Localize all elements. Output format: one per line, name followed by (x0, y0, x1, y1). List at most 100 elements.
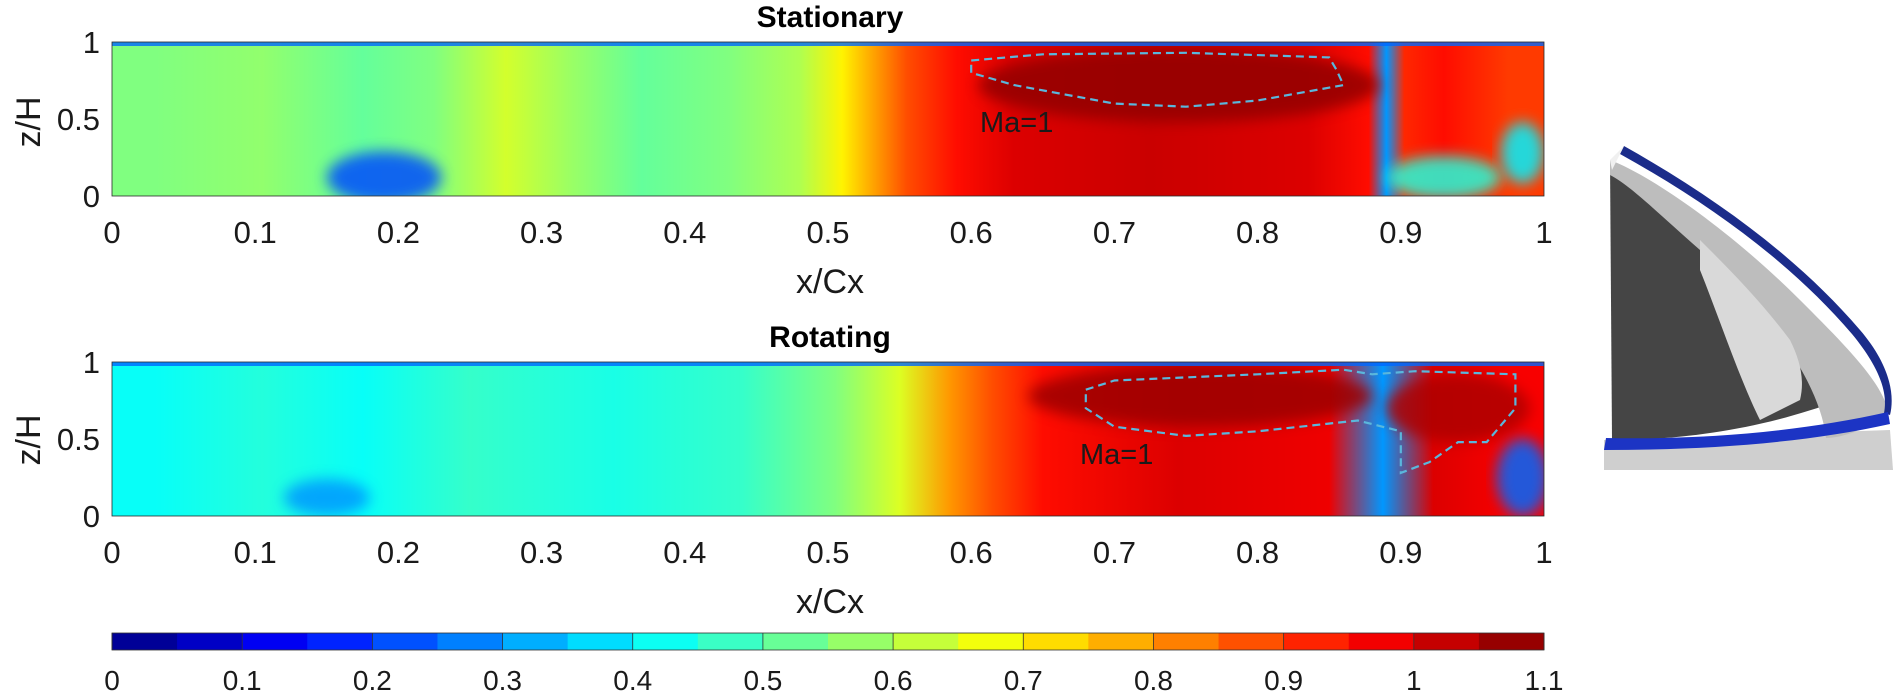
stationary-ylabel: z/H (10, 97, 48, 148)
colorbar-tick-label: 0 (104, 665, 120, 696)
y-tick-label: 1 (83, 345, 100, 380)
colorbar-segment (372, 633, 438, 650)
y-tick-label: 0.5 (57, 102, 100, 137)
colorbar-tick-label: 1 (1406, 665, 1422, 696)
x-tick-label: 0 (103, 535, 120, 570)
stationary-contour-plot (111, 41, 1545, 197)
rotating-xticks: 0 0.1 0.2 0.3 0.4 0.5 0.6 0.7 0.8 0.9 1 (103, 535, 1552, 570)
colorbar-segment (502, 633, 569, 650)
colorbar-tick-label: 0.7 (1004, 665, 1043, 696)
rotating-mach-label: Ma=1 (1080, 439, 1153, 471)
colorbar-segment (828, 633, 894, 650)
colorbar-segment (632, 633, 699, 650)
colorbar-tick-label: 0.3 (483, 665, 522, 696)
stationary-yticks: 00.51 (57, 25, 100, 214)
colorbar-segment (893, 633, 959, 650)
y-tick-label: 0 (83, 179, 100, 214)
mach-1-contour (970, 51, 1346, 108)
contour-region (1386, 155, 1502, 196)
contour-region (1028, 365, 1373, 427)
colorbar-segment (112, 633, 178, 650)
colorbar-segment (1088, 633, 1154, 650)
y-tick-label: 0.5 (57, 422, 100, 457)
x-tick-label: 0.8 (1236, 535, 1279, 570)
stationary-xlabel: x/Cx (796, 263, 864, 301)
contour-region (1386, 374, 1530, 443)
y-tick-label: 1 (83, 25, 100, 60)
colorbar-segment (1153, 633, 1220, 650)
rotating-contour-plot (111, 361, 1545, 517)
colorbar-tick-label: 0.9 (1264, 665, 1303, 696)
colorbar-segment (1283, 633, 1350, 650)
wall-boundary-layer (112, 362, 1544, 366)
colorbar-tick-label: 0.5 (743, 665, 782, 696)
colorbar-segment (1413, 633, 1480, 650)
colorbar-segment (242, 633, 308, 650)
blade-inner-surface (1700, 240, 1802, 420)
plot-frame (111, 41, 1545, 197)
x-tick-label: 0.1 (234, 215, 277, 250)
colorbar-tick-label: 0.4 (613, 665, 652, 696)
x-tick-label: 0.7 (1093, 215, 1136, 250)
x-tick-label: 0.3 (520, 535, 563, 570)
rotating-yticks: 00.51 (57, 345, 100, 534)
y-tick-label: 0 (83, 499, 100, 534)
x-tick-label: 0.8 (1236, 215, 1279, 250)
colorbar-segment (1348, 633, 1415, 650)
x-tick-label: 0 (103, 215, 120, 250)
colorbar-segment (437, 633, 504, 650)
blade-base-band (1604, 412, 1890, 450)
plot-frame (111, 361, 1545, 517)
colorbar-segment (567, 633, 634, 650)
colorbar-ticks: 0 0.1 0.2 0.3 0.4 0.5 0.6 0.7 0.8 0.9 1 1.1 (104, 633, 1563, 696)
colorbar-tick-label: 0.6 (874, 665, 913, 696)
colorbar (111, 632, 1545, 651)
x-tick-label: 0.6 (950, 215, 993, 250)
contour-region (326, 151, 442, 196)
blade-edge-highlight (1610, 146, 1624, 170)
mach-1-contour (1084, 368, 1517, 475)
x-tick-label: 0.6 (950, 535, 993, 570)
rotating-ylabel: z/H (10, 415, 48, 466)
x-tick-label: 0.4 (663, 535, 706, 570)
x-tick-label: 1 (1535, 535, 1552, 570)
rotating-panel: Rotating Ma=1 z/H 0 0.1 0.2 0.3 0.4 0.5 0.6 0.7… (10, 321, 1553, 621)
contour-region (978, 48, 1380, 123)
stationary-title: Stationary (757, 1, 904, 34)
x-tick-label: 0.3 (520, 215, 563, 250)
colorbar-segment (762, 633, 829, 650)
contour-region (1496, 439, 1544, 516)
x-tick-label: 0.9 (1379, 215, 1422, 250)
colorbar-tick-label: 0.2 (353, 665, 392, 696)
colorbar-segment (307, 633, 373, 650)
contour-region (283, 479, 370, 516)
x-tick-label: 0.2 (377, 215, 420, 250)
colorbar-segment (177, 633, 243, 650)
x-tick-label: 0.2 (377, 535, 420, 570)
colorbar-segment (1218, 633, 1285, 650)
rotating-title: Rotating (769, 321, 891, 354)
colorbar-segment (958, 633, 1024, 650)
blade-illustration (1604, 146, 1893, 470)
rotating-xlabel: x/Cx (796, 583, 864, 621)
blade-suction-surface (1610, 160, 1888, 438)
colorbar-tick-label: 0.8 (1134, 665, 1173, 696)
stationary-mach-label: Ma=1 (980, 107, 1053, 139)
x-tick-label: 0.5 (806, 215, 849, 250)
colorbar-tick-label: 0.1 (223, 665, 262, 696)
stationary-panel: Stationary Ma=1 z/H 0 0.1 0.2 0.3 0.4 0.5 0.6 0… (10, 1, 1553, 301)
x-tick-label: 0.9 (1379, 535, 1422, 570)
x-tick-label: 1 (1535, 215, 1552, 250)
colorbar-segment (1478, 633, 1545, 650)
stationary-xticks: 0 0.1 0.2 0.3 0.4 0.5 0.6 0.7 0.8 0.9 1 (103, 215, 1552, 250)
x-tick-label: 0.4 (663, 215, 706, 250)
x-tick-label: 0.1 (234, 535, 277, 570)
colorbar-segment (697, 633, 764, 650)
colorbar-tick-label: 1.1 (1525, 665, 1564, 696)
x-tick-label: 0.7 (1093, 535, 1136, 570)
x-tick-label: 0.5 (806, 535, 849, 570)
colorbar-segment (1023, 633, 1089, 650)
contour-region (1501, 122, 1544, 184)
wall-boundary-layer (112, 42, 1544, 46)
